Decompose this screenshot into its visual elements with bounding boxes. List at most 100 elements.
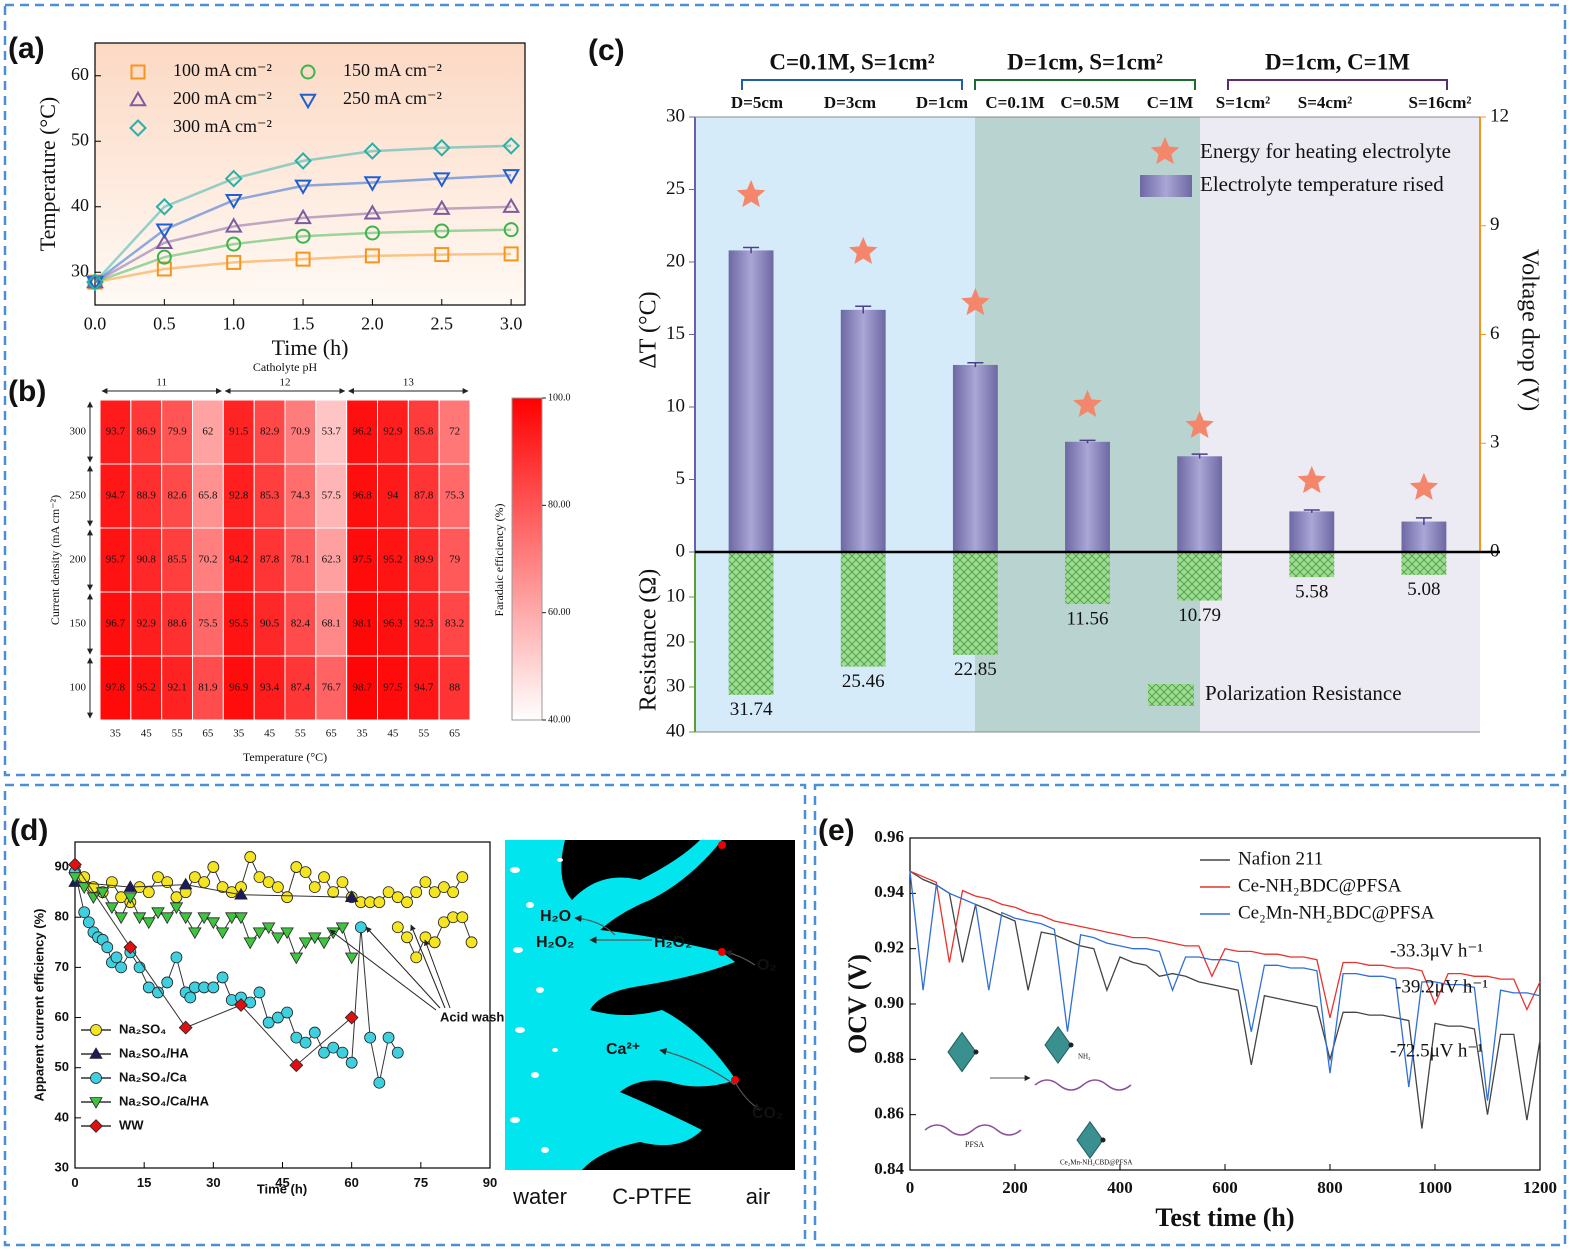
- y-tick-label: 25: [666, 178, 685, 199]
- x-tick-label: 65: [202, 728, 214, 740]
- x-tick-label: 3.0: [500, 313, 523, 333]
- x-tick-label: 55: [295, 728, 307, 740]
- marker: [156, 249, 172, 265]
- marker: [184, 991, 197, 1004]
- marker: [262, 876, 275, 889]
- cell-label: 93.7: [106, 426, 126, 438]
- cell-label: 94.7: [414, 682, 434, 694]
- marker: [234, 887, 248, 900]
- marker: [160, 912, 174, 925]
- cell-label: 90.8: [137, 554, 157, 566]
- marker: [345, 1056, 358, 1069]
- marker: [1150, 137, 1180, 165]
- group-bracket: [741, 79, 963, 90]
- x-tick-label: 35: [110, 728, 122, 740]
- panel-label: (c): [588, 34, 625, 67]
- error-bar: [855, 305, 872, 314]
- marker: [1073, 389, 1102, 417]
- legend-label: 250 mA cm⁻²: [343, 88, 442, 108]
- marker: [252, 927, 267, 940]
- heat-cell: [99, 655, 132, 721]
- marker: [317, 937, 331, 950]
- y2-tick-label: 9: [1490, 214, 1500, 235]
- cell-label: 93.4: [260, 682, 280, 694]
- cell-label: 94.7: [106, 490, 126, 502]
- marker: [391, 891, 404, 904]
- y-tick-label: 150: [70, 618, 87, 630]
- y-axis-label: Current density (mA cm⁻²): [48, 495, 62, 625]
- marker: [299, 93, 317, 110]
- heat-cell: [161, 655, 194, 721]
- group-label: 11: [156, 377, 167, 389]
- marker: [848, 236, 878, 264]
- marker: [216, 971, 229, 984]
- y3-axis-label: Resistance (Ω): [636, 569, 662, 711]
- marker: [382, 1031, 395, 1044]
- legend-swatch: [1148, 684, 1194, 706]
- marker: [152, 871, 164, 884]
- marker: [289, 1058, 304, 1073]
- marker: [155, 223, 174, 239]
- y-tick-label: 0.92: [874, 938, 904, 957]
- y-tick-label: 60: [55, 1009, 69, 1024]
- y-tick-label: 10: [666, 395, 685, 416]
- annotation: -33.3μV h⁻¹: [1390, 940, 1483, 961]
- cell-label: 62: [202, 426, 213, 438]
- y-tick-label: 70: [55, 959, 69, 974]
- error-bar: [743, 246, 760, 254]
- x-tick-label: 0.0: [84, 313, 107, 333]
- y3-tick-label: 30: [666, 675, 685, 696]
- y-tick-label: 80: [55, 909, 69, 924]
- marker: [129, 90, 147, 107]
- x-tick-label: 600: [1212, 1178, 1238, 1197]
- heat-cell: [377, 527, 409, 593]
- cell-label: 53.7: [322, 426, 342, 438]
- y2-axis-label: Voltage drop (V): [1516, 249, 1542, 411]
- series-line: [74, 864, 353, 1066]
- cell-label: 79: [449, 554, 461, 566]
- column-label: S=4cm²: [1298, 93, 1352, 112]
- marker: [155, 197, 174, 216]
- cell-label: 92.1: [167, 682, 186, 694]
- legend-label: Ce₂Mn-NH₂BDC@PFSA: [1238, 902, 1435, 923]
- y-tick-label: 0: [676, 540, 686, 561]
- marker: [364, 248, 380, 264]
- error-bar: [1191, 453, 1208, 459]
- group-label: D=1cm, C=1M: [1265, 49, 1410, 74]
- cell-label: 85.3: [260, 490, 280, 502]
- marker: [198, 876, 211, 889]
- marker: [363, 142, 382, 160]
- marker: [336, 1046, 349, 1059]
- cell-label: 95.5: [229, 618, 249, 630]
- marker: [224, 217, 243, 233]
- cell-label: 57.5: [322, 490, 342, 502]
- x-tick-label: 65: [326, 728, 338, 740]
- legend-label: Polarization Resistance: [1205, 681, 1402, 705]
- x-tick-label: 2.0: [361, 313, 384, 333]
- x-tick-label: 0.5: [153, 313, 176, 333]
- marker: [95, 887, 110, 899]
- heat-cell: [253, 591, 286, 657]
- panel: -33.3μV h⁻¹ -39.2μV h⁻¹ -72.5μV h⁻¹ NH₂ PFSA…: [924, 940, 1488, 1167]
- inset-crystal: [947, 1031, 977, 1073]
- heat-cell: [161, 591, 194, 657]
- marker: [300, 64, 316, 80]
- panel: 0.84 0.86 0.88 0.90 0.92 0.94 0.96 0 200 400 600 80…: [843, 827, 1557, 1232]
- y-tick-label: 15: [666, 323, 685, 344]
- marker: [89, 1119, 103, 1133]
- y-tick-label: 200: [70, 554, 87, 566]
- marker: [178, 877, 193, 890]
- marker: [354, 921, 367, 934]
- column-label: D=3cm: [824, 93, 876, 112]
- legend-label: 150 mA cm⁻²: [343, 60, 442, 80]
- region-label: water: [512, 1184, 567, 1209]
- marker: [432, 199, 451, 215]
- cell-label: 75.3: [445, 490, 465, 502]
- marker: [503, 222, 519, 238]
- heat-cell: [315, 591, 348, 657]
- cell-label: 78.1: [291, 554, 310, 566]
- marker: [90, 1024, 102, 1036]
- resistance-bar: [1177, 552, 1223, 601]
- y2-tick-label: 3: [1490, 432, 1500, 453]
- marker: [410, 951, 423, 964]
